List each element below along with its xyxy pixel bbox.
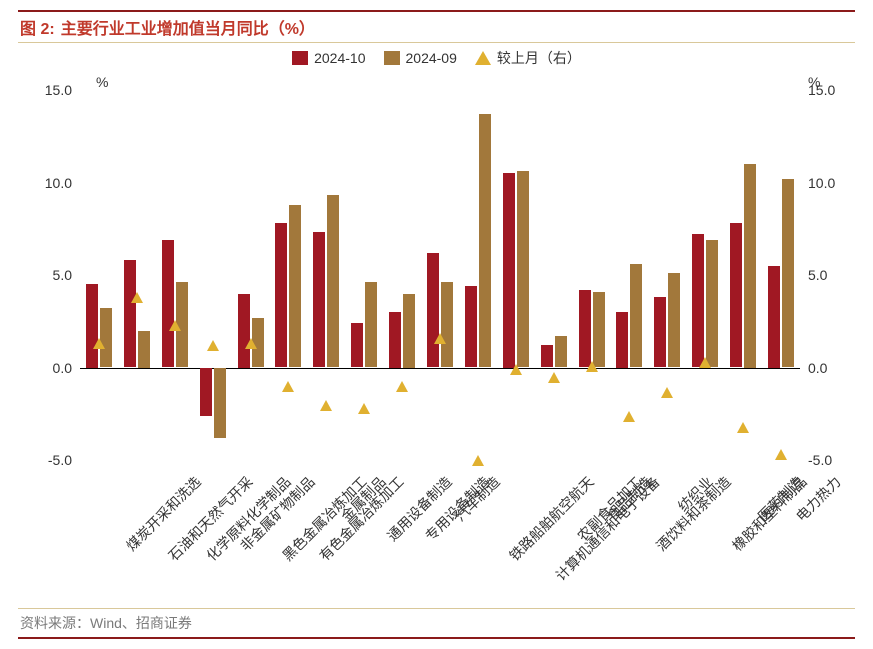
triangle-marker xyxy=(775,449,787,460)
bar-2024-10 xyxy=(124,260,136,367)
chart-legend: 2024-10 2024-09 较上月（右） xyxy=(0,48,873,68)
bar-2024-09 xyxy=(365,282,377,367)
triangle-marker xyxy=(661,387,673,398)
bar-2024-10 xyxy=(730,223,742,367)
triangle-marker xyxy=(320,400,332,411)
triangle-marker xyxy=(169,320,181,331)
legend-swatch xyxy=(384,51,400,65)
legend-triangle-icon xyxy=(475,51,491,65)
bar-2024-09 xyxy=(479,114,491,367)
bar-2024-10 xyxy=(200,368,212,416)
bar-2024-10 xyxy=(427,253,439,368)
ytick-left: 10.0 xyxy=(45,175,72,191)
ytick-left: 0.0 xyxy=(53,360,72,376)
legend-label: 较上月（右） xyxy=(497,48,581,68)
triangle-marker xyxy=(396,381,408,392)
bar-2024-09 xyxy=(668,273,680,367)
ytick-left: 5.0 xyxy=(53,267,72,283)
bar-2024-10 xyxy=(465,286,477,367)
bar-2024-09 xyxy=(327,195,339,367)
triangle-marker xyxy=(699,357,711,368)
bar-2024-09 xyxy=(403,294,415,368)
figure-container: 图 2: 主要行业工业增加值当月同比（%） 2024-10 2024-09 较上… xyxy=(0,0,873,649)
triangle-marker xyxy=(434,333,446,344)
bar-2024-09 xyxy=(517,171,529,367)
bar-2024-09 xyxy=(744,164,756,368)
figure-title: 主要行业工业增加值当月同比（%） xyxy=(61,15,315,39)
bar-2024-09 xyxy=(593,292,605,368)
bar-2024-10 xyxy=(351,323,363,367)
bar-2024-10 xyxy=(162,240,174,368)
figure-source: 资料来源：Wind、招商证券 xyxy=(18,608,855,639)
bar-2024-09 xyxy=(555,336,567,367)
bar-2024-10 xyxy=(313,232,325,367)
source-text: 资料来源：Wind、招商证券 xyxy=(20,613,192,633)
ytick-right: 10.0 xyxy=(808,175,835,191)
figure-number: 图 2: xyxy=(20,15,55,39)
bar-2024-09 xyxy=(214,368,226,438)
ytick-left: 15.0 xyxy=(45,82,72,98)
chart-plot-area xyxy=(80,90,800,460)
legend-swatch xyxy=(292,51,308,65)
bar-2024-09 xyxy=(138,331,150,368)
bar-2024-10 xyxy=(541,345,553,367)
bar-2024-09 xyxy=(782,179,794,368)
ytick-right: -5.0 xyxy=(808,452,832,468)
ytick-left: -5.0 xyxy=(48,452,72,468)
triangle-marker xyxy=(586,361,598,372)
bar-2024-10 xyxy=(389,312,401,368)
legend-item-2024-09: 2024-09 xyxy=(384,48,457,68)
bar-2024-10 xyxy=(503,173,515,367)
bar-2024-10 xyxy=(654,297,666,367)
triangle-marker xyxy=(207,340,219,351)
triangle-marker xyxy=(282,381,294,392)
triangle-marker xyxy=(472,455,484,466)
bar-2024-10 xyxy=(692,234,704,367)
left-axis-unit: % xyxy=(96,74,108,90)
legend-item-diff: 较上月（右） xyxy=(475,48,581,68)
legend-label: 2024-09 xyxy=(406,50,457,66)
triangle-marker xyxy=(93,338,105,349)
triangle-marker xyxy=(358,403,370,414)
legend-label: 2024-10 xyxy=(314,50,365,66)
bar-2024-10 xyxy=(238,294,250,368)
triangle-marker xyxy=(510,364,522,375)
triangle-marker xyxy=(245,338,257,349)
ytick-right: 0.0 xyxy=(808,360,827,376)
bar-2024-09 xyxy=(289,205,301,368)
bar-2024-10 xyxy=(579,290,591,368)
bar-2024-10 xyxy=(768,266,780,368)
ytick-right: 15.0 xyxy=(808,82,835,98)
bar-2024-09 xyxy=(441,282,453,367)
bar-2024-10 xyxy=(86,284,98,367)
bar-2024-10 xyxy=(275,223,287,367)
triangle-marker xyxy=(623,411,635,422)
triangle-marker xyxy=(548,372,560,383)
bar-2024-09 xyxy=(630,264,642,368)
triangle-marker xyxy=(737,422,749,433)
figure-header: 图 2: 主要行业工业增加值当月同比（%） xyxy=(18,10,855,43)
ytick-right: 5.0 xyxy=(808,267,827,283)
bar-2024-10 xyxy=(616,312,628,368)
legend-item-2024-10: 2024-10 xyxy=(292,48,365,68)
chart-zero-line xyxy=(80,368,800,369)
bar-2024-09 xyxy=(706,240,718,368)
triangle-marker xyxy=(131,292,143,303)
